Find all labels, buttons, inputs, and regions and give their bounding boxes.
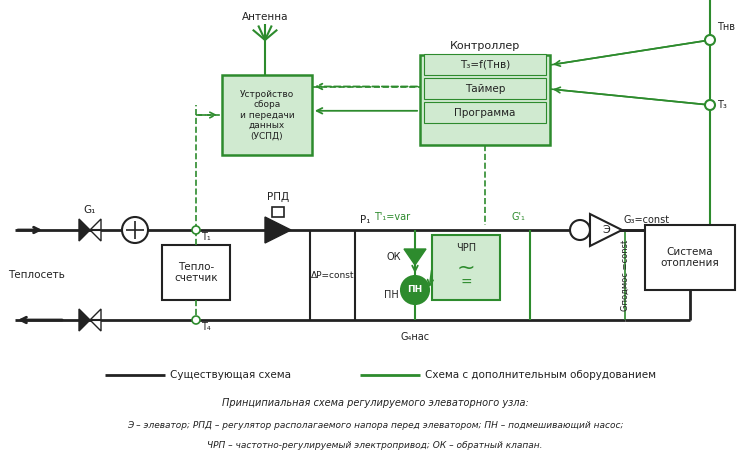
Polygon shape	[404, 249, 426, 265]
Polygon shape	[79, 219, 90, 241]
Circle shape	[192, 226, 200, 234]
Text: G₄нас: G₄нас	[400, 332, 430, 342]
Text: РПД: РПД	[267, 192, 289, 202]
Text: G₁: G₁	[84, 205, 96, 215]
Bar	[645, 225, 735, 290]
Text: G'₁: G'₁	[512, 212, 525, 222]
Polygon shape	[90, 219, 101, 241]
Circle shape	[122, 217, 148, 243]
Bar	[272, 207, 284, 217]
Text: ~: ~	[457, 257, 476, 277]
Text: T'₁=var: T'₁=var	[374, 212, 410, 222]
Text: Схема с дополнительным оборудованием: Схема с дополнительным оборудованием	[425, 370, 656, 380]
Text: Принципиальная схема регулируемого элеваторного узла:: Принципиальная схема регулируемого элева…	[222, 398, 528, 408]
Text: ОК: ОК	[386, 252, 401, 262]
Text: =: =	[460, 276, 472, 290]
Text: G₃=const: G₃=const	[624, 215, 670, 225]
Text: Э – элеватор; РПД – регулятор располагаемого напора перед элеватором; ПН – подме: Э – элеватор; РПД – регулятор располагае…	[127, 420, 623, 429]
Text: Существующая схема: Существующая схема	[170, 370, 291, 380]
Text: Gподмос =const: Gподмос =const	[620, 239, 629, 311]
Text: ЧРП – частотно-регулируемый электропривод; ОК – обратный клапан.: ЧРП – частотно-регулируемый электроприво…	[207, 440, 543, 449]
Text: Tнв: Tнв	[717, 22, 735, 32]
Text: Теплосеть: Теплосеть	[8, 270, 64, 280]
Circle shape	[705, 100, 715, 110]
Polygon shape	[265, 217, 291, 243]
Bar	[424, 102, 546, 123]
Bar	[424, 78, 546, 99]
Text: T₃=f(Tнв): T₃=f(Tнв)	[460, 59, 510, 69]
Text: ЧРП: ЧРП	[456, 243, 476, 253]
Text: P₁: P₁	[360, 215, 370, 225]
Text: T₁: T₁	[201, 232, 211, 242]
Circle shape	[401, 276, 429, 304]
Text: Тепло-
счетчик: Тепло- счетчик	[174, 262, 217, 283]
Text: Система
отопления: Система отопления	[661, 247, 719, 268]
Text: T₄: T₄	[201, 322, 211, 332]
Polygon shape	[590, 214, 622, 246]
Text: Устройство
сбора
и передачи
данных
(УСПД): Устройство сбора и передачи данных (УСПД…	[240, 90, 294, 140]
Bar	[222, 75, 312, 155]
Text: Контроллер: Контроллер	[450, 41, 520, 51]
Bar	[162, 245, 230, 300]
Polygon shape	[79, 309, 90, 331]
Text: Антенна: Антенна	[242, 12, 288, 22]
Circle shape	[705, 35, 715, 45]
Polygon shape	[90, 309, 101, 331]
Text: Таймер: Таймер	[465, 84, 506, 94]
Text: Программа: Программа	[454, 107, 516, 117]
Bar	[432, 235, 500, 300]
Circle shape	[570, 220, 590, 240]
Bar	[420, 55, 550, 145]
Circle shape	[192, 316, 200, 324]
Bar	[424, 54, 546, 75]
Text: T₃: T₃	[717, 100, 727, 110]
Text: ΔP=const: ΔP=const	[310, 270, 354, 279]
Text: ПН: ПН	[384, 290, 399, 300]
Text: Э: Э	[602, 225, 610, 235]
Text: ПН: ПН	[407, 285, 423, 294]
